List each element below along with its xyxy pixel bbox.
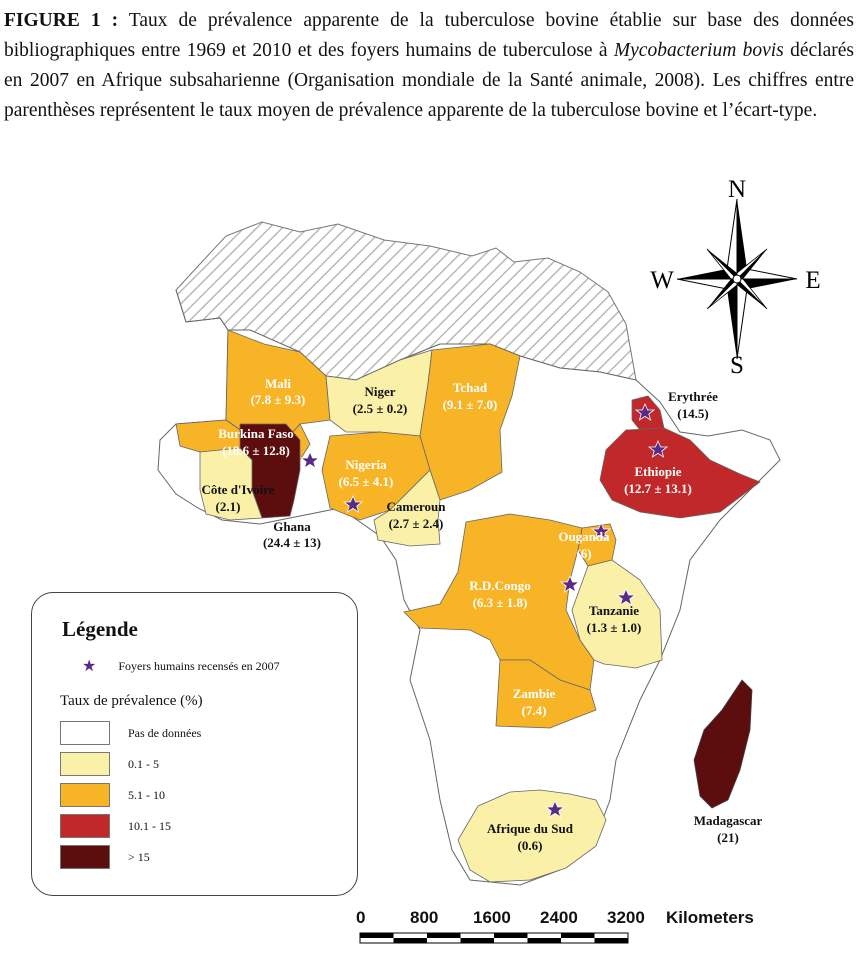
legend-item: 0.1 - 5 — [60, 752, 159, 776]
region-cameroun — [373, 469, 441, 547]
compass-e: E — [805, 267, 820, 294]
star-marker — [342, 494, 364, 513]
legend-swatch — [60, 845, 110, 869]
label-mali-value: (7.8 ± 9.3) — [251, 392, 306, 407]
star-icon: ★ — [82, 658, 97, 675]
compass-w: W — [650, 267, 674, 294]
legend-item: 10.1 - 15 — [60, 814, 171, 838]
caption-species: Mycobacterium bovis — [613, 40, 784, 61]
caption-text-2: déclarés en 2007 en Afrique subsaharienn… — [4, 40, 854, 121]
label-zambie-value: (7.4) — [522, 703, 547, 718]
label-afsud-name: Afrique du Sud — [487, 821, 574, 836]
region-afrique-du-sud — [457, 789, 607, 883]
label-burkina-value: (18.6 ± 12.8) — [222, 443, 290, 458]
star-marker — [559, 574, 581, 593]
map-legend: Légende ★ Foyers humains recensés en 200… — [31, 592, 358, 896]
region-cote-divoire — [199, 447, 263, 521]
label-nigeria-value: (6.5 ± 4.1) — [339, 474, 394, 489]
label-nigeria-name: Nigeria — [345, 457, 387, 472]
scale-tick: 3200 — [607, 908, 645, 927]
legend-title: Légende — [62, 617, 138, 641]
star-marker — [634, 402, 656, 421]
label-erythree-name: Erythrée — [668, 389, 718, 404]
legend-item: > 15 — [60, 845, 150, 869]
label-mali-name: Mali — [265, 376, 291, 391]
star-marker — [615, 587, 637, 606]
label-niger-value: (2.5 ± 0.2) — [353, 401, 408, 416]
region-tchad — [419, 343, 521, 501]
legend-item-label: 0.1 - 5 — [128, 756, 159, 771]
label-ouganda-value: (6) — [576, 546, 591, 561]
legend-item-label: Pas de données — [128, 725, 202, 740]
legend-item: 5.1 - 10 — [60, 783, 165, 807]
compass-rose-icon — [676, 198, 798, 360]
label-cameroun-value: (2.7 ± 2.4) — [389, 516, 444, 531]
scale-tick: 800 — [410, 908, 439, 927]
label-cote-value: (2.1) — [216, 499, 241, 514]
legend-swatch — [60, 814, 110, 838]
label-ethiopie-value: (12.7 ± 13.1) — [624, 481, 692, 496]
star-marker — [590, 521, 612, 540]
legend-item-label: > 15 — [128, 849, 150, 864]
caption-text-1: Taux de prévalence apparente de la tuber… — [4, 10, 854, 61]
label-afsud-value: (0.6) — [518, 838, 543, 853]
label-madagascar-name: Madagascar — [694, 813, 763, 828]
label-rdc-value: (6.3 ± 1.8) — [473, 595, 528, 610]
region-zambie — [495, 659, 597, 729]
star-marker — [544, 799, 566, 818]
label-tchad-value: (9.1 ± 7.0) — [443, 397, 498, 412]
legend-swatch — [60, 752, 110, 776]
label-madagascar-value: (21) — [717, 830, 739, 845]
legend-star-row: ★ Foyers humains recensés en 2007 — [82, 656, 280, 676]
legend-item-label: 5.1 - 10 — [128, 787, 165, 802]
label-tanzanie-name: Tanzanie — [589, 603, 639, 618]
label-ouganda-name: Ouganda — [558, 529, 610, 544]
scale-unit: Kilometers — [666, 908, 754, 927]
legend-subtitle: Taux de prévalence (%) — [60, 693, 203, 709]
label-zambie-name: Zambie — [513, 686, 556, 701]
star-marker — [647, 439, 669, 458]
legend-swatch — [60, 783, 110, 807]
figure-caption: FIGURE 1 : Taux de prévalence apparente … — [4, 6, 854, 126]
region-madagascar — [693, 679, 753, 809]
label-cameroun-name: Cameroun — [387, 499, 447, 514]
label-rdc-name: R.D.Congo — [469, 578, 530, 593]
caption-label: FIGURE 1 : — [4, 10, 119, 31]
scale-bar — [359, 932, 629, 944]
scale-tick: 1600 — [473, 908, 511, 927]
label-burkina-name: Burkina Faso — [218, 426, 294, 441]
label-erythree-value: (14.5) — [677, 406, 708, 421]
region-tanzanie — [571, 559, 663, 669]
scale-tick: 2400 — [540, 908, 578, 927]
legend-swatch — [60, 721, 110, 745]
legend-item-label: 10.1 - 15 — [128, 818, 171, 833]
label-ghana-value: (24.4 ± 13) — [263, 535, 321, 550]
region-ethiopie — [599, 427, 761, 519]
compass-s: S — [730, 352, 744, 379]
legend-star-label: Foyers humains recensés en 2007 — [118, 658, 280, 673]
label-cote-name: Côte d'Ivoire — [201, 482, 274, 497]
scale-tick: 0 — [356, 908, 366, 927]
label-ghana-name: Ghana — [273, 519, 311, 534]
compass-n: N — [728, 176, 746, 203]
human-foci — [299, 402, 669, 818]
star-marker — [299, 450, 321, 469]
label-tanzanie-value: (1.3 ± 1.0) — [587, 620, 642, 635]
label-ethiopie-name: Ethiopie — [635, 464, 682, 479]
label-tchad-name: Tchad — [453, 380, 488, 395]
legend-item: Pas de données — [60, 721, 201, 745]
label-niger-name: Niger — [364, 384, 395, 399]
